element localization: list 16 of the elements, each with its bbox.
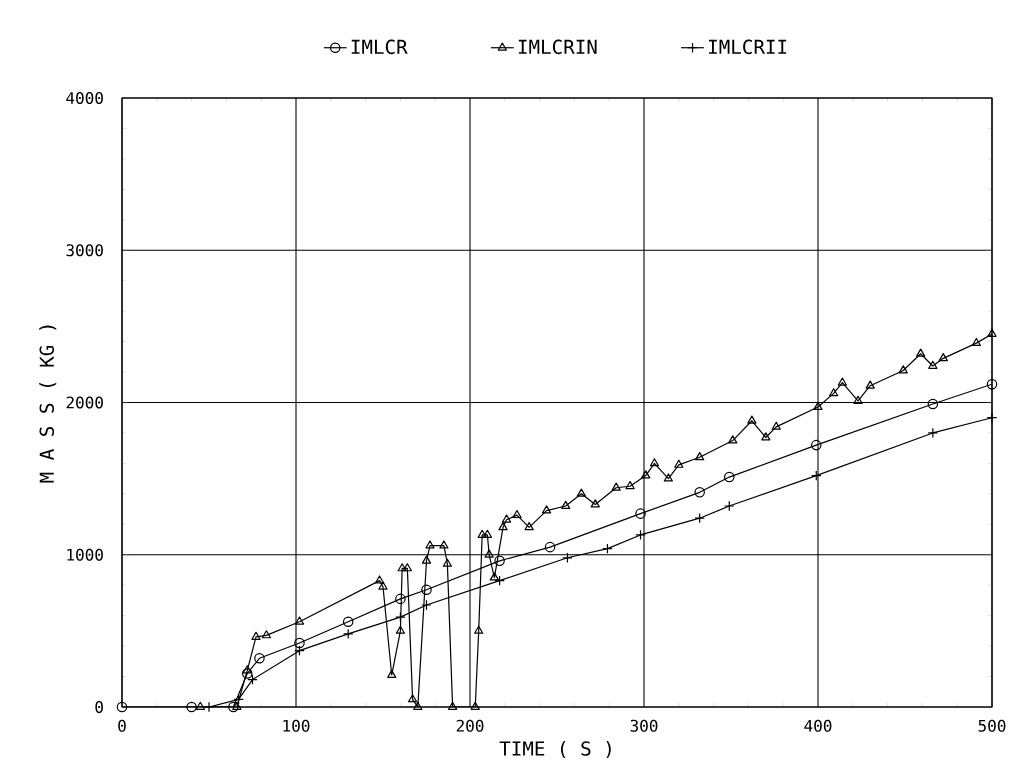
x-tick-label: 100 <box>283 719 310 732</box>
x-axis-title: TIME ( S ) <box>499 740 611 759</box>
legend-label: IMLCR <box>351 39 408 55</box>
y-tick-label: 2000 <box>66 396 103 409</box>
y-tick-label: 3000 <box>66 244 103 257</box>
y-tick-label: 4000 <box>66 91 103 105</box>
x-tick-label: 300 <box>630 719 658 732</box>
x-tick-label: 500 <box>978 719 1006 732</box>
y-axis-title: M A S S ( KG ) <box>39 325 57 483</box>
x-tick-label: 200 <box>456 719 484 732</box>
x-tick-label: 0 <box>118 719 126 732</box>
legend-label: IMLCRIN <box>518 39 597 55</box>
y-tick-label: 1000 <box>67 548 103 561</box>
legend-label: IMLCRII <box>709 39 787 55</box>
x-tick-label: 400 <box>804 719 832 732</box>
y-tick-label: 0 <box>95 700 103 714</box>
